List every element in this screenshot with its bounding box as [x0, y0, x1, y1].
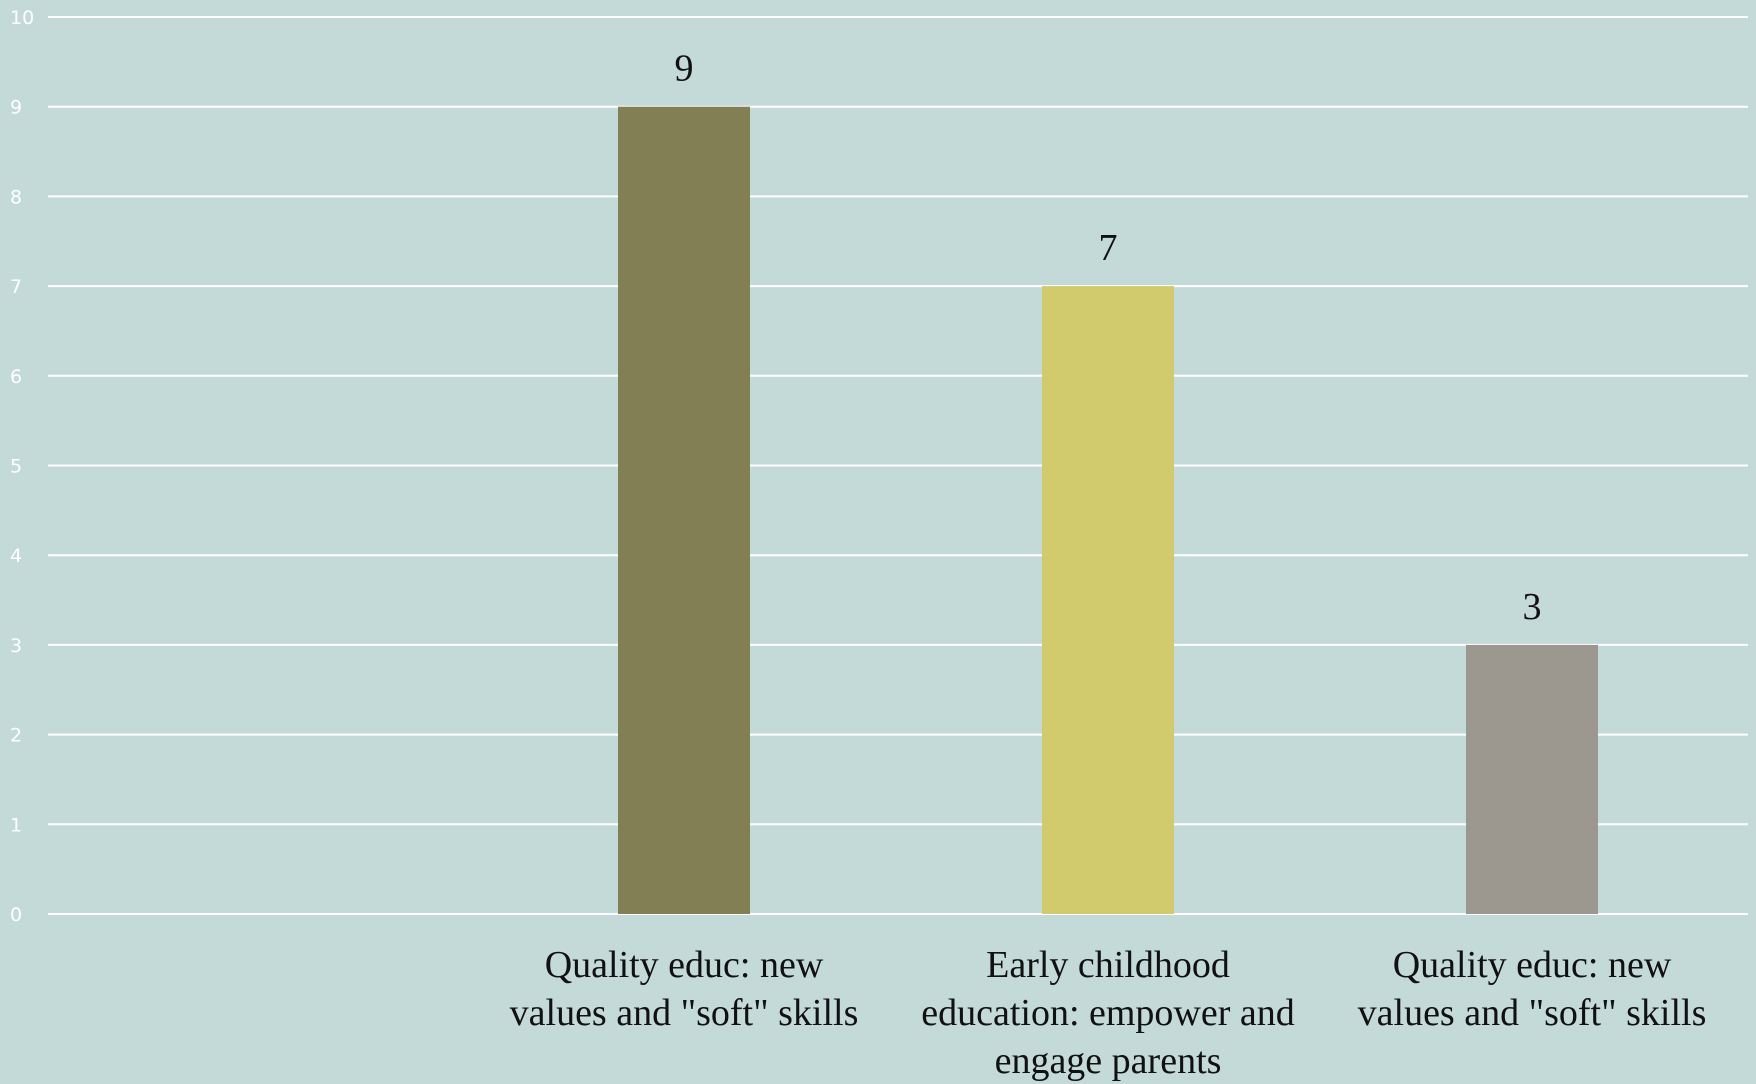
y-tick-label: 4 [10, 545, 22, 567]
y-tick-label: 5 [10, 456, 22, 478]
category-label-line: values and "soft" skills [510, 992, 859, 1034]
category-label-line: Quality educ: new [1393, 944, 1672, 986]
y-tick-label: 3 [10, 635, 22, 657]
y-tick-label: 1 [10, 814, 22, 836]
category-label-3: Quality educ: new values and "soft" skill… [1358, 944, 1707, 1034]
y-tick-label: 2 [10, 725, 22, 747]
bar-3 [1466, 644, 1598, 914]
category-label-line: Quality educ: new [545, 944, 824, 986]
y-tick-label: 7 [10, 276, 22, 298]
data-label-1: 9 [675, 48, 694, 90]
gridlines [48, 16, 1748, 915]
y-tick-label: 6 [10, 366, 22, 388]
y-tick-label: 9 [10, 97, 22, 119]
y-axis-ticks: 0 1 2 3 4 5 6 7 8 9 10 [10, 7, 34, 926]
category-label-2: Early childhood education: empower and eng… [921, 944, 1295, 1082]
bar-2 [1042, 286, 1174, 915]
bars [618, 106, 1598, 915]
data-label-2: 7 [1099, 227, 1118, 269]
category-label-1: Quality educ: new values and "soft" skill… [510, 944, 859, 1034]
data-labels: 9 7 3 [675, 48, 1542, 628]
y-tick-label: 8 [10, 186, 22, 208]
data-label-3: 3 [1523, 586, 1542, 628]
category-labels: Quality educ: new values and "soft" skill… [510, 944, 1707, 1082]
bar-1 [618, 106, 750, 914]
category-label-line: education: empower and [921, 992, 1295, 1034]
y-tick-label: 10 [10, 7, 34, 29]
y-tick-label: 0 [10, 904, 22, 926]
category-label-line: values and "soft" skills [1358, 992, 1707, 1034]
category-label-line: engage parents [995, 1040, 1222, 1082]
category-label-line: Early childhood [986, 944, 1230, 986]
